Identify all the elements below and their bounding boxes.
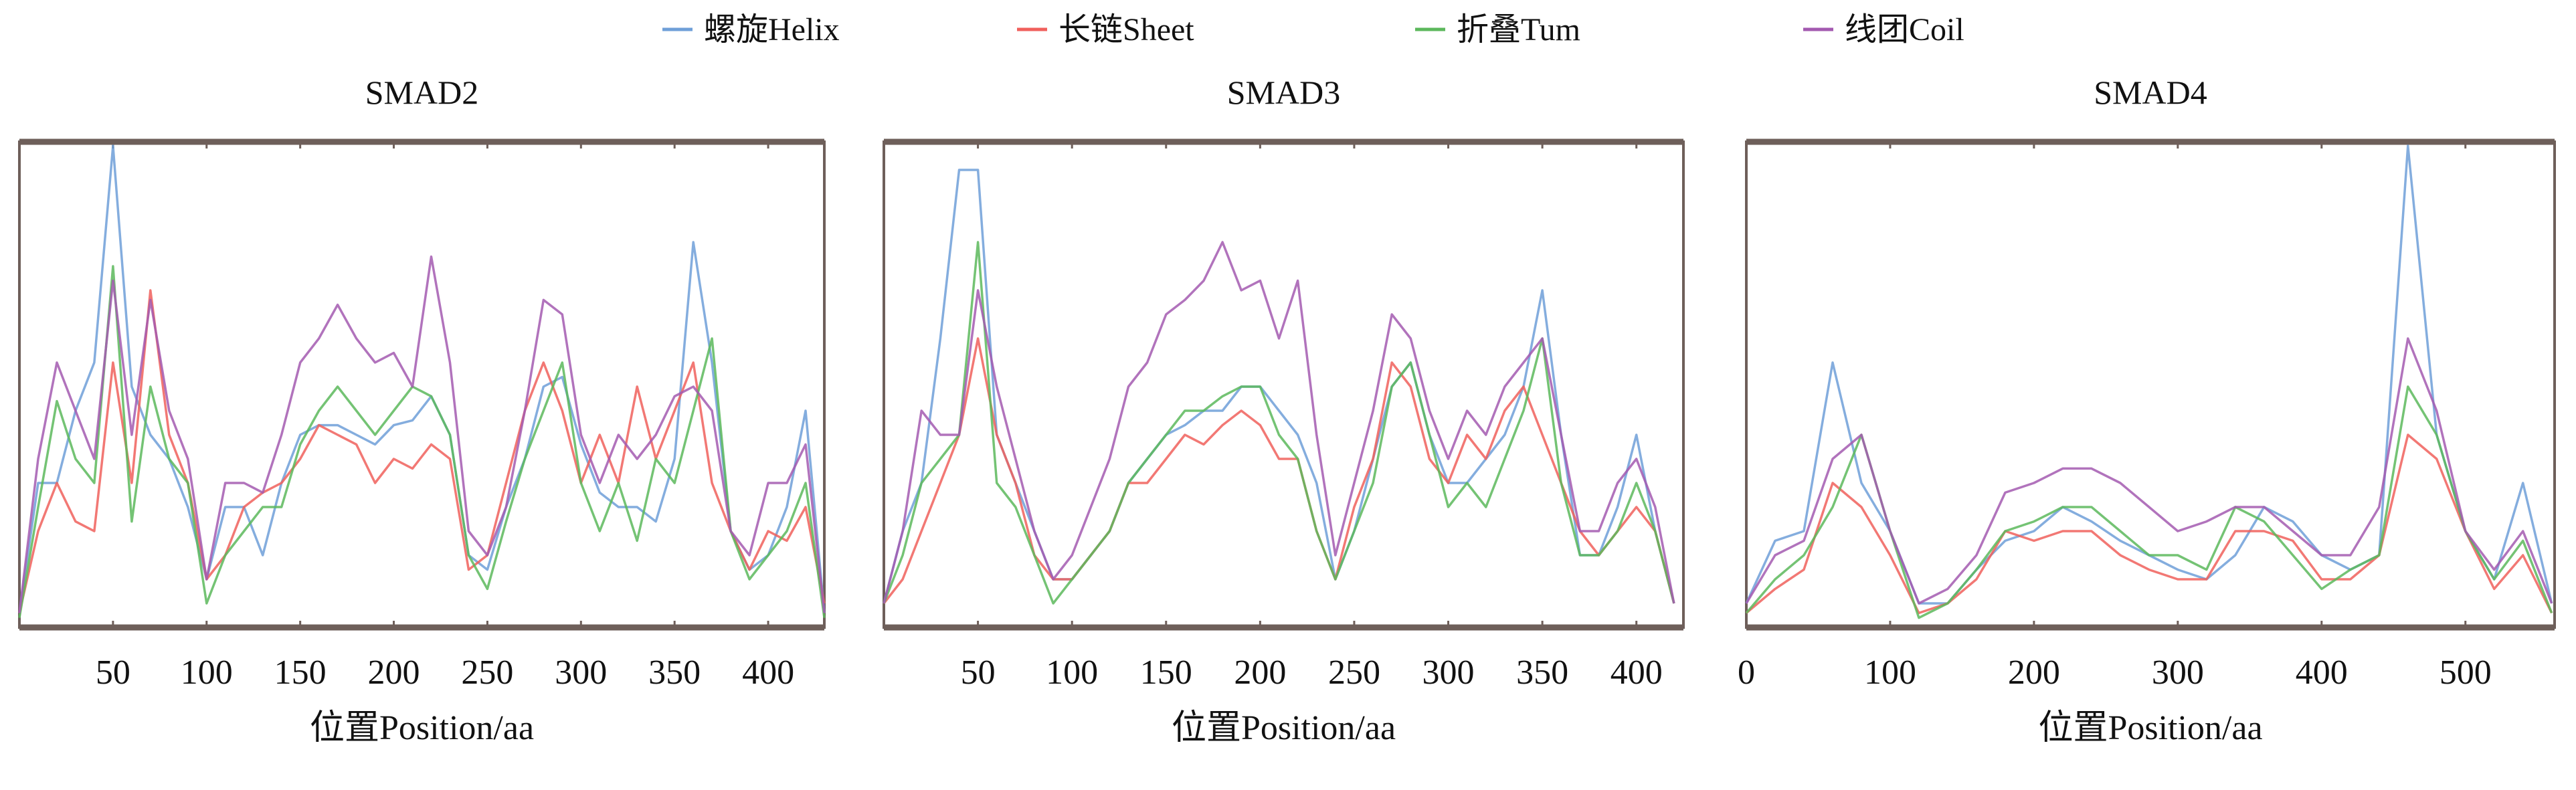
legend-item: 线团Coil (1803, 12, 1964, 47)
x-tick-label: 150 (1140, 654, 1192, 692)
legend-label: 折叠Tum (1457, 12, 1580, 47)
x-tick-label: 350 (648, 654, 701, 692)
x-tick-label: 100 (181, 654, 233, 692)
legend-item: 螺旋Helix (662, 12, 840, 47)
legend-label: 螺旋Helix (704, 12, 840, 47)
legend-label: 长链Sheet (1059, 12, 1194, 47)
x-tick-label: 400 (1611, 654, 1663, 692)
series-line-sheet (18, 289, 826, 613)
x-tick-label: 400 (2296, 654, 2348, 692)
series-line-coil (1745, 337, 2553, 605)
x-tick-label: 200 (1234, 654, 1286, 692)
series-line-sheet (1745, 433, 2553, 615)
legend: 螺旋Helix 长链Sheet 折叠Tum 线团Coil (662, 12, 1964, 47)
x-tick-label: 50 (96, 654, 130, 692)
x-tick-label: 150 (274, 654, 327, 692)
panels: SMAD2 50 100 150 200 250 300 350 400 位置Position/a… (18, 74, 2556, 747)
series-line-helix (18, 144, 826, 613)
x-tick-label: 0 (1738, 654, 1755, 692)
series-line-helix (1745, 144, 2553, 605)
x-tick-label: 400 (742, 654, 794, 692)
panel-smad3: SMAD3 50 100 150 200 250 300 350 400 位置Position/a… (883, 74, 1685, 747)
x-tick-label: 250 (1328, 654, 1380, 692)
x-tick-label: 350 (1516, 654, 1568, 692)
x-tick-label: 300 (1422, 654, 1475, 692)
x-tick-label: 300 (2152, 654, 2204, 692)
x-tick-label: 500 (2440, 654, 2492, 692)
series-line-coil (883, 241, 1675, 604)
legend-item: 长链Sheet (1017, 12, 1194, 47)
plot-frame (883, 140, 1685, 629)
x-tick-label: 100 (1864, 654, 1916, 692)
x-tick-label: 200 (368, 654, 420, 692)
x-tick-label: 250 (461, 654, 513, 692)
x-tick-label: 300 (555, 654, 607, 692)
series-line-turn (1745, 385, 2553, 619)
panel-title: SMAD2 (365, 74, 478, 111)
x-tick-label: 100 (1046, 654, 1098, 692)
series-line-sheet (883, 337, 1675, 605)
x-tick-label: 200 (2008, 654, 2060, 692)
x-tick-label: 50 (961, 654, 996, 692)
series-line-helix (883, 169, 1675, 604)
panel-title: SMAD3 (1227, 74, 1340, 111)
panel-smad4: SMAD4 0 100 200 300 400 500 位置Position/aa (1738, 74, 2556, 747)
legend-item: 折叠Tum (1415, 12, 1580, 47)
legend-label: 线团Coil (1845, 12, 1964, 47)
series-line-turn (883, 241, 1675, 605)
x-axis-label: 位置Position/aa (310, 709, 534, 747)
series-line-turn (18, 265, 826, 618)
x-axis-label: 位置Position/aa (1172, 709, 1396, 747)
x-axis-label: 位置Position/aa (2038, 709, 2262, 747)
panel-smad2: SMAD2 50 100 150 200 250 300 350 400 位置Position/a… (18, 74, 826, 747)
panel-title: SMAD4 (2094, 74, 2207, 111)
series-line-coil (18, 255, 826, 613)
